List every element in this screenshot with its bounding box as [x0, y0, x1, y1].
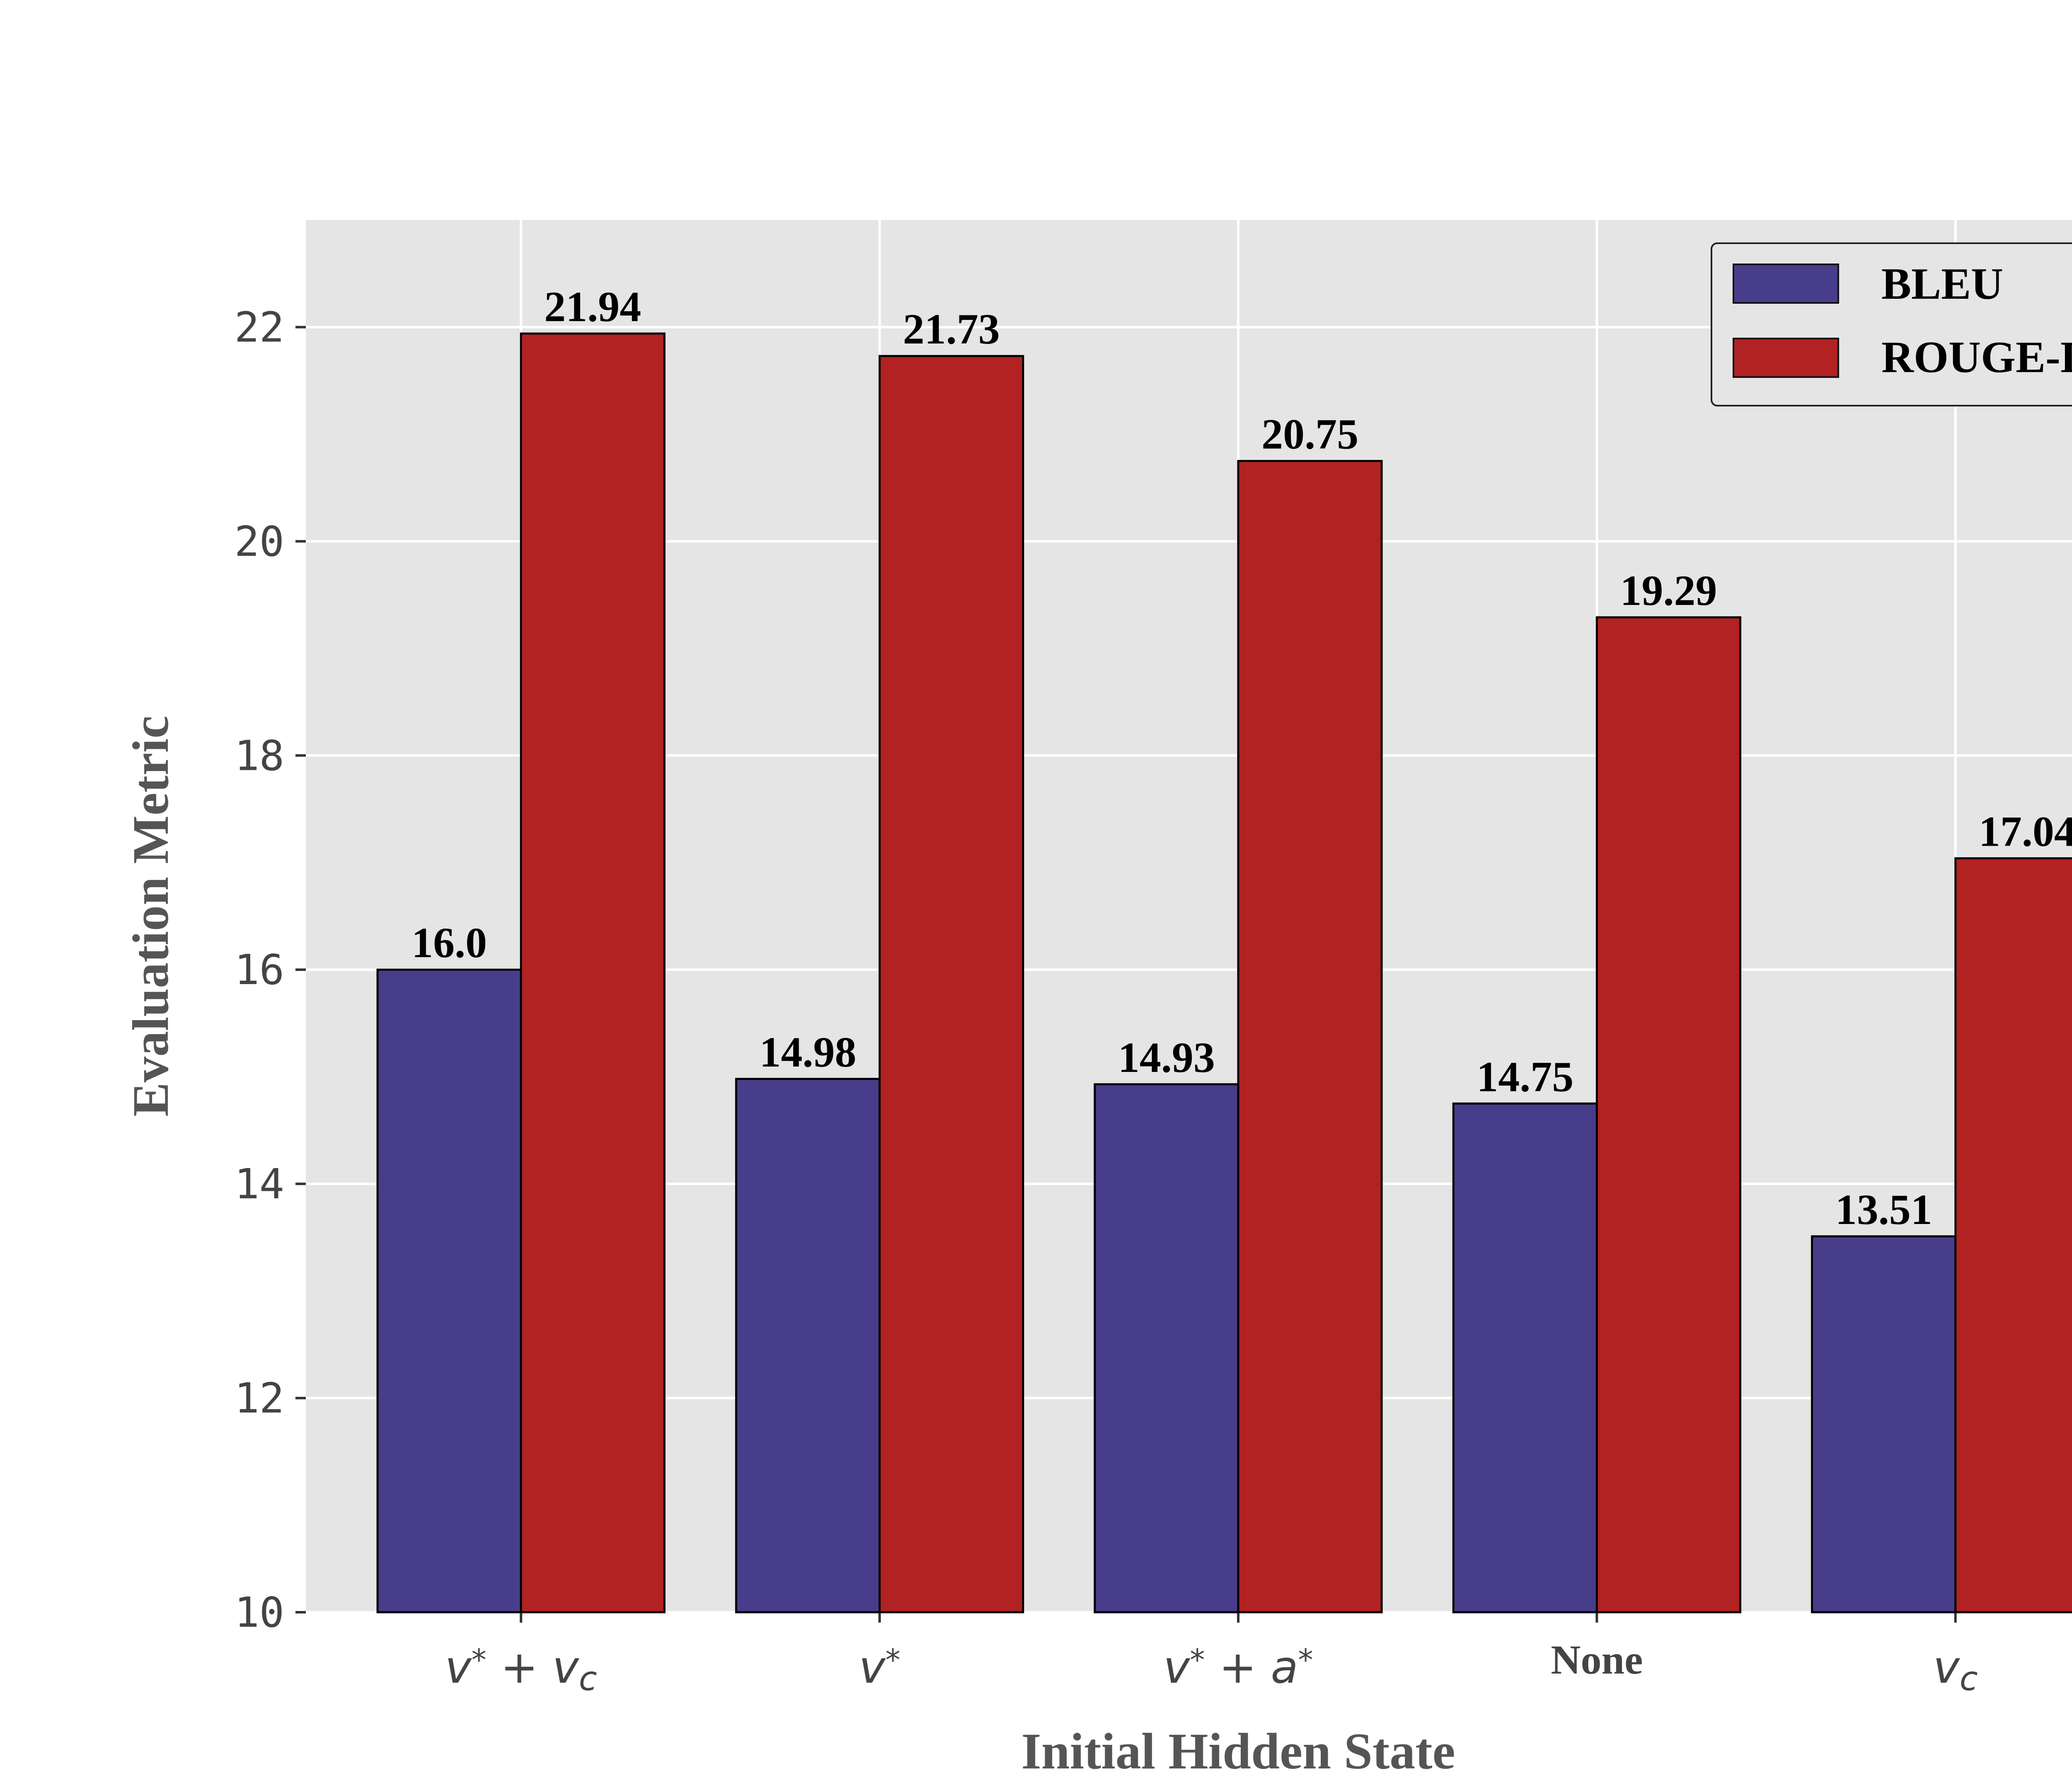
bar-value-label: 21.94: [544, 283, 641, 331]
bar-rouge-l-3: [1595, 616, 1742, 1613]
y-tick-label: 12: [235, 1374, 284, 1422]
y-tick-label: 22: [235, 303, 284, 351]
bar-value-label: 19.29: [1620, 567, 1717, 614]
y-axis-title: Evaluation Metric: [122, 716, 179, 1117]
legend-swatch-bleu: [1733, 264, 1839, 304]
bar-value-label: 14.75: [1477, 1053, 1573, 1101]
y-tick-label: 10: [235, 1588, 284, 1637]
legend-swatch-rouge-l: [1733, 338, 1839, 378]
bar-value-label: 14.98: [760, 1028, 857, 1076]
bar-rouge-l-4: [1954, 857, 2072, 1613]
x-tick-label: None: [1551, 1637, 1643, 1683]
bar-bleu-3: [1452, 1102, 1598, 1613]
axis-ticks: [295, 326, 1957, 1623]
legend-label-bleu: BLEU: [1881, 259, 2003, 309]
bar-bleu-4: [1811, 1235, 1957, 1613]
bar-value-label: 14.93: [1118, 1034, 1215, 1081]
y-tick-label: 16: [235, 946, 284, 994]
bar-bleu-0: [376, 968, 522, 1613]
y-tick-label: 18: [235, 731, 284, 780]
y-tick-label: 14: [235, 1160, 284, 1208]
bar-labels: 16.0 14.98 14.93 14.75 13.51 21.94 21.73 20.75 1…: [411, 283, 2072, 1234]
bar-rouge-l-0: [520, 332, 666, 1613]
bars: [376, 332, 2072, 1613]
bar-bleu-2: [1094, 1083, 1239, 1613]
x-tick-label: vc: [1933, 1642, 1978, 1698]
bar-value-label: 17.04: [1979, 808, 2072, 855]
bar-value-label: 20.75: [1261, 411, 1358, 458]
bar-rouge-l-2: [1237, 460, 1383, 1613]
bar-rouge-l-1: [879, 355, 1024, 1613]
x-tick-label: v* + a*: [1163, 1642, 1313, 1693]
bar-bleu-1: [735, 1078, 881, 1613]
x-tick-label: v*: [859, 1642, 900, 1693]
bar-value-label: 16.0: [411, 919, 487, 967]
y-tick-label: 20: [235, 517, 284, 566]
y-tick-labels: 10 12 14 16 18 20 22: [235, 303, 284, 1637]
legend: BLEU ROUGE-L: [1711, 242, 2072, 406]
bar-value-label: 13.51: [1835, 1186, 1932, 1234]
x-axis-title: Initial Hidden State: [1021, 1723, 1455, 1780]
x-tick-label: v* + vc: [445, 1642, 597, 1698]
x-tick-labels: v* + vc v* v* + a* None vc: [445, 1637, 1978, 1698]
legend-label-rouge-l: ROUGE-L: [1881, 333, 2072, 382]
bar-value-label: 21.73: [903, 305, 1000, 353]
